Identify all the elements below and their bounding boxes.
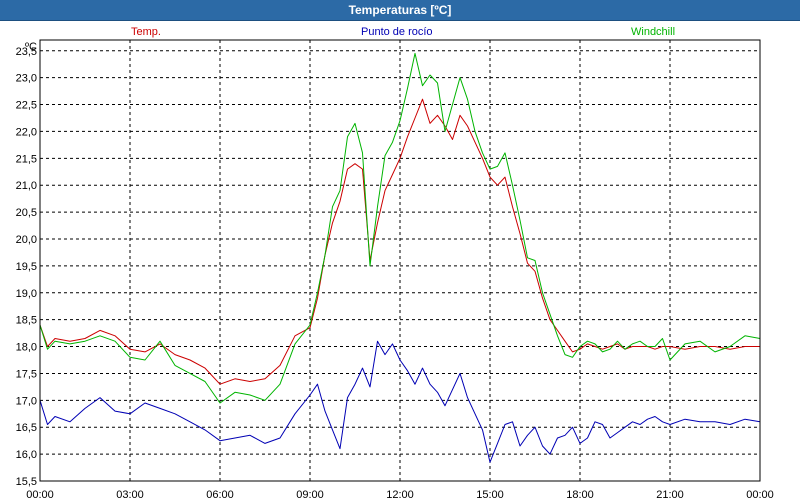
legend-windchill: Windchill [631,26,676,38]
y-tick-label: 19,0 [16,288,37,300]
x-tick-time: 00:00 [26,489,54,500]
y-tick-label: 21,0 [16,180,37,192]
y-tick-label: 16,5 [16,422,37,434]
y-tick-label: 23,5 [16,46,37,58]
y-tick-label: 22,5 [16,100,37,112]
x-tick-time: 06:00 [206,489,234,500]
series-line-dewpoint [39,340,761,463]
y-tick-label: 19,5 [16,261,37,273]
y-tick-label: 15,5 [16,476,37,488]
y-tick-label: 17,5 [16,368,37,380]
temperature-chart: ºC 15,5 16,0 16,5 17,0 17,5 18,0 18,5 19,0 19,5 2… [16,39,774,500]
legend-temp: Temp. [131,26,161,38]
y-tick-label: 21,5 [16,153,37,165]
y-tick-label: 16,0 [16,449,37,461]
y-tick-label: 20,5 [16,207,37,219]
x-tick-time: 09:00 [296,489,324,500]
grid [40,40,760,482]
y-tick-label: 17,0 [16,395,37,407]
y-tick-labels: 15,5 16,0 16,5 17,0 17,5 18,0 18,5 19,0 19,5 20,0… [16,46,37,488]
window-title: Temperaturas [ºC] [348,3,452,17]
y-axis-unit: ºC [25,41,37,53]
y-tick-label: 18,0 [16,342,37,354]
x-tick-time: 18:00 [566,489,594,500]
series-lines [39,52,761,463]
legend-dewpoint: Punto de rocío [361,26,433,38]
y-tick-label: 20,0 [16,234,37,246]
x-tick-labels: 00:0010/08/2603:0010/08/2606:0010/08/260… [26,489,774,500]
x-tick-time: 12:00 [386,489,414,500]
x-tick-time: 21:00 [656,489,684,500]
plot-frame [39,39,761,482]
x-tick-time: 00:00 [746,489,774,500]
y-tick-label: 22,0 [16,126,37,138]
x-tick-time: 15:00 [476,489,504,500]
series-line-windchill [39,52,761,404]
title-bar: Temperaturas [ºC] [0,0,800,21]
y-tick-label: 18,5 [16,315,37,327]
x-tick-time: 03:00 [116,489,144,500]
y-tick-label: 23,0 [16,73,37,85]
